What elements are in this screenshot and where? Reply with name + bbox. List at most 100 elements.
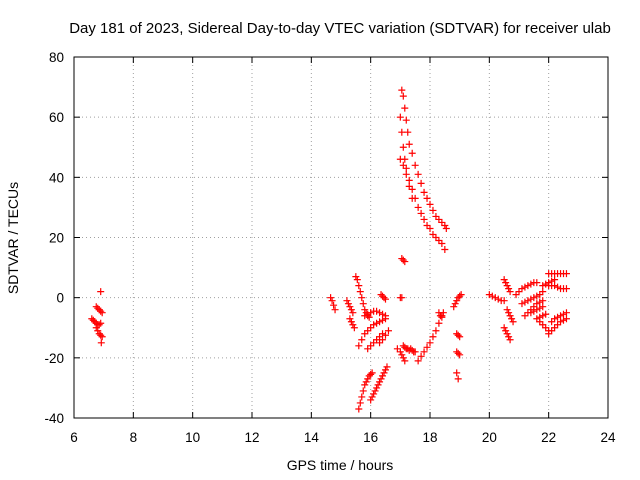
data-point-plus [429, 333, 437, 341]
data-point-plus [361, 312, 369, 320]
data-point-plus [454, 349, 462, 357]
data-point-plus [358, 336, 366, 344]
data-point-plus [429, 230, 437, 238]
data-point-plus [399, 161, 407, 169]
data-point-plus [398, 255, 406, 263]
data-point-plus [551, 282, 559, 290]
x-tick-labels: 6 8 10 12 14 16 18 20 22 24 [70, 430, 616, 445]
data-point-plus [399, 354, 407, 362]
data-point-plus [364, 310, 372, 318]
data-point-plus [358, 393, 366, 401]
data-point-plus [376, 339, 384, 347]
data-point-plus [548, 318, 556, 326]
data-point-plus [365, 372, 373, 380]
data-point-plus [361, 381, 369, 389]
data-point-plus [377, 375, 385, 383]
data-point-plus [382, 331, 389, 339]
data-point-plus [454, 294, 462, 302]
data-point-plus [362, 378, 370, 386]
data-point-plus [426, 339, 434, 347]
data-point-plus [539, 321, 547, 329]
data-point-plus [521, 283, 529, 291]
data-point-plus [377, 291, 385, 299]
data-point-plus [344, 300, 352, 308]
data-point-plus [554, 321, 562, 329]
data-point-plus [398, 128, 406, 136]
x-tick-label: 10 [185, 430, 200, 445]
data-point-plus [414, 170, 422, 178]
data-point-plus [503, 330, 511, 338]
data-point-plus [539, 312, 547, 320]
data-point-plus [435, 215, 443, 223]
data-point-plus [521, 298, 529, 306]
data-point-plus [402, 164, 410, 172]
data-point-plus [91, 318, 99, 326]
data-point-plus [417, 179, 425, 187]
data-point-plus [370, 339, 378, 347]
data-point-plus [527, 280, 535, 288]
data-point-plus [97, 339, 105, 347]
data-point-plus [352, 273, 360, 281]
data-point-plus [515, 288, 523, 296]
data-point-plus [399, 92, 407, 100]
data-point-plus [349, 321, 357, 329]
data-point-plus [435, 237, 443, 245]
data-point-plus [364, 375, 372, 383]
data-point-plus [382, 312, 389, 320]
x-tick-label: 8 [130, 430, 138, 445]
data-point-plus [330, 301, 338, 309]
x-tick-label: 24 [600, 430, 616, 445]
data-point-plus [346, 315, 354, 323]
data-point-plus [438, 240, 446, 248]
data-point-plus [376, 318, 384, 326]
data-point-plus [533, 279, 541, 287]
data-point-plus [402, 116, 410, 124]
data-point-plus [503, 306, 511, 314]
data-point-plus [414, 203, 422, 211]
data-point-plus [356, 288, 364, 296]
data-point-plus [454, 375, 462, 383]
data-point-plus [423, 343, 431, 351]
data-point-plus [364, 345, 372, 353]
data-point-plus [396, 155, 404, 163]
data-point-plus [399, 342, 407, 350]
data-point-plus [506, 288, 514, 296]
data-point-plus [379, 310, 387, 318]
data-point-plus [509, 318, 517, 326]
data-point-plus [373, 384, 381, 392]
y-tick-label: -40 [44, 411, 64, 426]
data-point-plus [451, 300, 459, 308]
data-point-plus [426, 224, 434, 232]
data-point-plus [405, 182, 413, 190]
x-tick-label: 20 [482, 430, 497, 445]
data-point-plus [355, 282, 363, 290]
data-point-plus [343, 297, 351, 305]
data-point-plus [350, 324, 358, 332]
data-point-plus [407, 345, 415, 353]
data-point-plus [539, 303, 547, 311]
data-point-plus [398, 351, 406, 359]
data-point-plus [442, 224, 450, 232]
data-point-plus [417, 352, 425, 360]
data-point-plus [557, 318, 565, 326]
data-point-plus [97, 319, 105, 327]
data-point-plus [353, 276, 361, 284]
data-point-plus [379, 372, 387, 380]
data-point-plus [533, 315, 541, 323]
data-point-plus [355, 342, 363, 350]
data-point-plus [533, 292, 541, 300]
data-point-plus [376, 333, 384, 341]
data-point-plus [420, 348, 428, 356]
data-point-plus [506, 312, 514, 320]
data-point-plus [521, 312, 529, 320]
data-point-plus [524, 297, 532, 305]
data-point-plus [401, 357, 409, 365]
data-point-plus [396, 113, 404, 121]
y-tick-label: 80 [49, 50, 64, 65]
y-tick-label: 40 [49, 170, 64, 185]
data-point-plus [367, 396, 375, 404]
data-point-plus [456, 333, 464, 341]
data-point-plus [408, 194, 416, 202]
data-point-plus [432, 234, 440, 241]
data-point-plus [379, 292, 387, 300]
